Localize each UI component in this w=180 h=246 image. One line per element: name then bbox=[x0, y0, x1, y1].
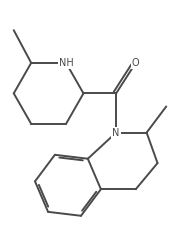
Text: O: O bbox=[132, 58, 140, 68]
Text: N: N bbox=[112, 128, 120, 138]
Text: NH: NH bbox=[59, 58, 73, 68]
